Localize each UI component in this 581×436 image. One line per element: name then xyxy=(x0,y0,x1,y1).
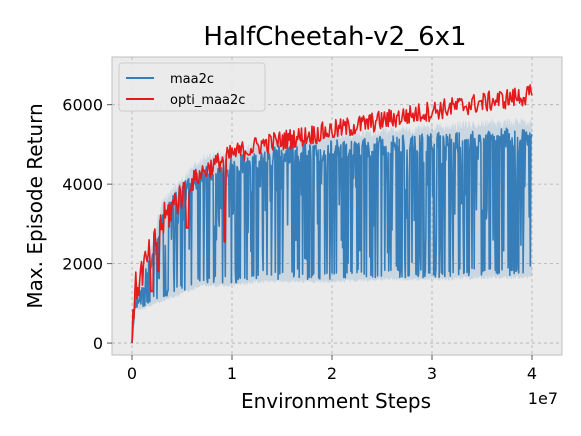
x-axis-label: Environment Steps xyxy=(241,389,431,413)
x-axis-offset-label: 1e7 xyxy=(528,389,558,408)
legend-entry-label: opti_maa2c xyxy=(170,93,245,108)
series-layer xyxy=(131,84,533,345)
legend-box xyxy=(118,62,266,112)
y-tick-label: 2000 xyxy=(62,255,103,274)
legend-entry-label: maa2c xyxy=(170,72,214,87)
x-tick-label: 0 xyxy=(127,364,137,383)
x-tick-label: 2 xyxy=(327,364,337,383)
y-axis-label: Max. Episode Return xyxy=(23,103,47,308)
opti-maa2c-line xyxy=(131,84,533,344)
y-axis-ticks: 0 2000 4000 6000 xyxy=(62,96,112,353)
y-tick-label: 0 xyxy=(93,334,103,353)
y-tick-label: 6000 xyxy=(62,96,103,115)
x-tick-label: 4 xyxy=(527,364,537,383)
y-tick-label: 4000 xyxy=(62,175,103,194)
legend: maa2c opti_maa2c xyxy=(118,62,266,112)
x-tick-label: 1 xyxy=(227,364,237,383)
x-axis-ticks: 0 1 2 3 4 xyxy=(127,355,537,383)
x-tick-label: 3 xyxy=(427,364,437,383)
chart-title: HalfCheetah-v2_6x1 xyxy=(203,22,466,52)
